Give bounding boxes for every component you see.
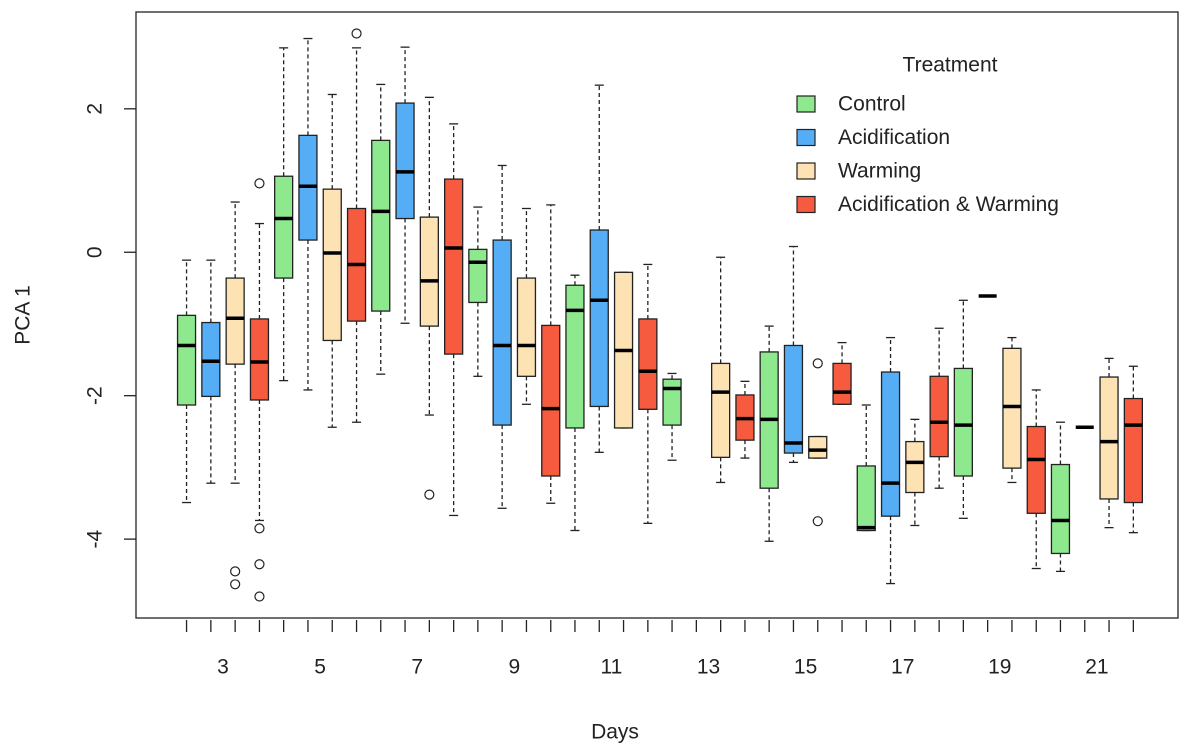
legend-swatch — [796, 195, 816, 214]
x-tick-label: 9 — [508, 656, 520, 679]
outlier — [254, 559, 265, 570]
legend-label: Warming — [838, 160, 921, 183]
legend-label: Control — [838, 93, 906, 116]
x-tick-label: 15 — [794, 656, 817, 679]
box — [249, 318, 270, 401]
box — [638, 318, 658, 410]
box — [783, 344, 804, 454]
box — [1002, 347, 1022, 469]
box — [1123, 397, 1143, 504]
box — [565, 284, 585, 429]
x-tick-label: 11 — [600, 656, 622, 679]
outlier — [812, 358, 823, 369]
outlier — [351, 28, 362, 39]
box — [1026, 425, 1046, 514]
box — [492, 239, 512, 426]
x-tick-label: 13 — [697, 656, 720, 679]
x-axis-label: Days — [591, 721, 639, 744]
outlier — [812, 516, 823, 527]
box — [395, 102, 415, 220]
box — [589, 229, 609, 408]
outlier — [254, 523, 265, 534]
box — [371, 139, 391, 312]
box — [929, 375, 949, 458]
y-tick-label: -4 — [84, 529, 107, 548]
legend-swatch — [796, 95, 816, 113]
box — [953, 367, 973, 477]
box — [516, 277, 537, 377]
box — [832, 362, 852, 405]
outlier — [254, 178, 265, 189]
box — [711, 362, 731, 459]
x-tick-label: 19 — [988, 656, 1011, 679]
box — [662, 378, 682, 426]
box — [201, 321, 221, 398]
box — [541, 324, 561, 477]
box — [1050, 463, 1071, 555]
box — [905, 440, 925, 494]
x-tick-label: 17 — [891, 656, 914, 679]
box — [322, 188, 342, 342]
y-tick-label: 0 — [84, 246, 107, 258]
box — [1099, 376, 1119, 500]
legend-swatch — [796, 128, 816, 147]
box — [856, 465, 876, 532]
x-tick-label: 21 — [1085, 656, 1108, 679]
outlier — [230, 579, 241, 590]
box — [225, 277, 245, 365]
x-tick-label: 5 — [314, 656, 326, 679]
box — [273, 175, 294, 279]
y-axis-label: PCA 1 — [12, 285, 35, 345]
legend-swatch — [796, 162, 816, 180]
box — [880, 371, 901, 517]
box — [468, 248, 488, 304]
outlier — [254, 591, 265, 602]
outlier — [230, 566, 241, 577]
y-tick-label: 2 — [84, 103, 107, 115]
box — [808, 435, 828, 459]
outlier — [424, 489, 435, 500]
x-tick-label: 7 — [411, 656, 423, 679]
box — [443, 178, 464, 355]
legend-label: Acidification — [838, 126, 950, 149]
legend-label: Acidification & Warming — [838, 193, 1059, 216]
y-tick-label: -2 — [84, 386, 107, 405]
box — [419, 216, 440, 327]
x-tick-label: 3 — [217, 656, 229, 679]
box — [176, 314, 197, 406]
legend-title: Treatment — [903, 54, 998, 77]
plot-frame — [135, 11, 1179, 619]
